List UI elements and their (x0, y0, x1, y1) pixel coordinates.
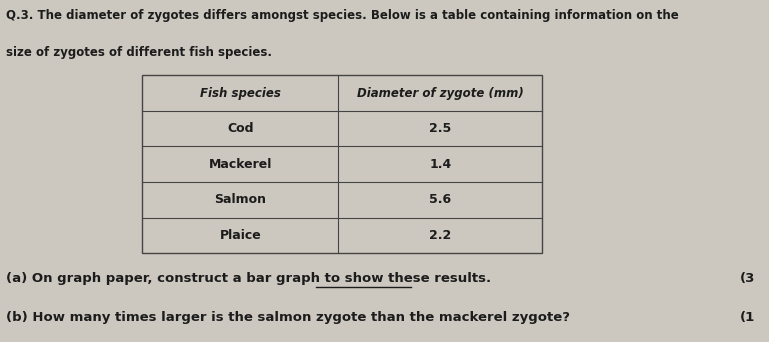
Text: 1.4: 1.4 (429, 158, 451, 171)
Text: (1: (1 (740, 311, 755, 324)
Text: 2.2: 2.2 (429, 229, 451, 242)
Text: Diameter of zygote (mm): Diameter of zygote (mm) (357, 87, 524, 100)
Text: Fish species: Fish species (200, 87, 281, 100)
Text: Salmon: Salmon (215, 193, 266, 206)
Text: size of zygotes of different fish species.: size of zygotes of different fish specie… (6, 46, 272, 59)
Text: Plaice: Plaice (219, 229, 261, 242)
Text: Cod: Cod (227, 122, 254, 135)
Text: Q.3. The diameter of zygotes differs amongst species. Below is a table containin: Q.3. The diameter of zygotes differs amo… (6, 9, 679, 22)
Text: (b) How many times larger is the salmon zygote than the mackerel zygote?: (b) How many times larger is the salmon … (6, 311, 570, 324)
Text: Mackerel: Mackerel (208, 158, 272, 171)
Text: 5.6: 5.6 (429, 193, 451, 206)
Text: 2.5: 2.5 (429, 122, 451, 135)
Text: (a) On graph paper, construct a bar graph to show these results.: (a) On graph paper, construct a bar grap… (6, 272, 491, 285)
Text: (3: (3 (740, 272, 755, 285)
